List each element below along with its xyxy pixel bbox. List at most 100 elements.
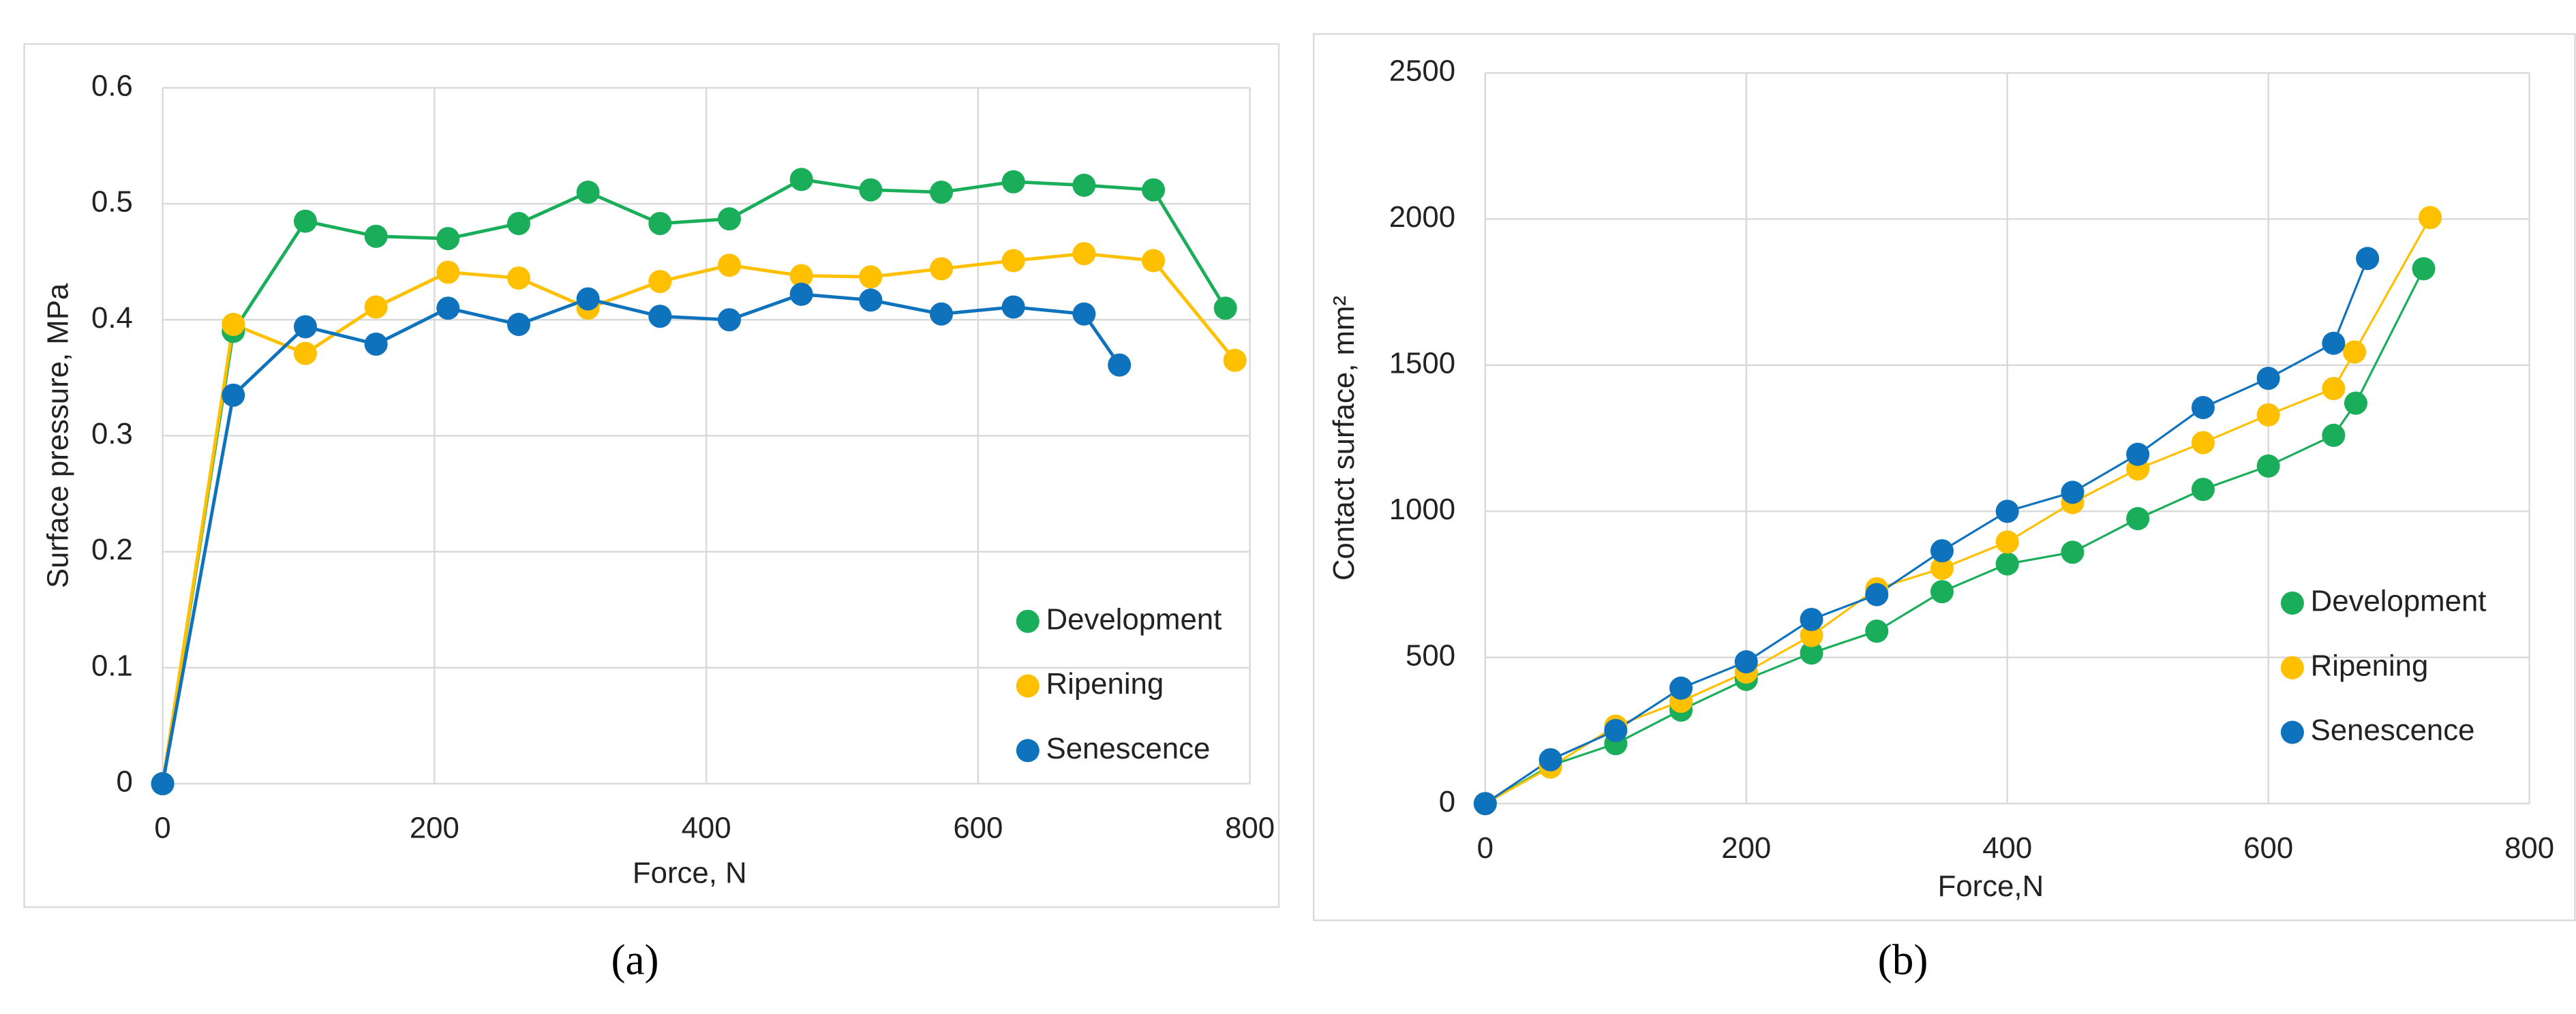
series-line: [161, 251, 1237, 784]
x-tick-label: 600: [953, 812, 1003, 845]
y-tick-label: 0.3: [91, 417, 133, 450]
data-point: [2322, 423, 2346, 447]
caption: (a): [611, 936, 658, 984]
data-point: [1001, 249, 1025, 273]
data-point: [2191, 431, 2215, 455]
legend-marker: [2280, 720, 2304, 744]
data-point: [2191, 396, 2215, 420]
x-tick-label: 400: [1982, 831, 2032, 865]
legend-marker: [1016, 609, 1040, 633]
legend-marker: [1016, 674, 1040, 698]
data-point: [1473, 792, 1497, 816]
y-tick-label: 500: [1406, 639, 1455, 672]
x-tick-label: 200: [1721, 831, 1771, 865]
series-line: [1485, 268, 2425, 805]
x-tick-label: 800: [2504, 831, 2554, 865]
y-tick-label: 2500: [1389, 55, 1455, 88]
data-point: [1800, 607, 1823, 632]
x-tick-label: 0: [154, 812, 170, 845]
data-point: [789, 168, 813, 191]
data-point: [2412, 257, 2436, 281]
data-point: [1734, 650, 1758, 674]
y-tick-label: 0: [116, 765, 132, 799]
data-point: [789, 264, 813, 288]
data-point: [2343, 340, 2367, 364]
data-point: [293, 341, 317, 365]
chart-frame: [23, 43, 1280, 908]
data-point: [1604, 718, 1628, 743]
legend-label: Development: [2311, 585, 2487, 618]
data-point: [2256, 403, 2280, 427]
data-point: [717, 308, 742, 332]
x-tick-label: 400: [682, 812, 731, 845]
legend-marker: [2280, 656, 2304, 679]
caption: (b): [1878, 936, 1928, 984]
data-point: [222, 383, 245, 407]
y-tick-label: 1500: [1389, 346, 1455, 380]
data-point: [506, 211, 530, 236]
data-point: [1072, 302, 1096, 326]
data-point: [859, 178, 883, 202]
legend-label: Development: [1046, 602, 1222, 636]
data-point: [1800, 624, 1823, 647]
data-point: [1669, 676, 1693, 700]
data-point: [1108, 353, 1132, 377]
data-point: [2344, 391, 2367, 415]
data-point: [364, 332, 388, 356]
data-point: [1001, 170, 1025, 194]
y-tick-label: 0.1: [91, 649, 133, 682]
data-point: [1865, 583, 1889, 606]
y-tick-label: 0.2: [91, 533, 133, 566]
data-point: [929, 302, 954, 326]
data-point: [859, 288, 883, 312]
legend-marker: [1016, 739, 1040, 763]
data-point: [222, 313, 245, 337]
data-point: [1995, 552, 2019, 576]
series-line: [161, 177, 1227, 784]
data-point: [1800, 641, 1823, 665]
x-tick-label: 800: [1225, 812, 1275, 845]
data-point: [576, 287, 600, 311]
data-point: [2419, 206, 2442, 230]
data-point: [2356, 247, 2380, 271]
legend-label: Senescence: [1046, 732, 1211, 765]
data-point: [293, 315, 317, 339]
x-tick-label: 600: [2243, 831, 2293, 865]
data-point: [1072, 173, 1096, 197]
legend-label: Senescence: [2311, 713, 2475, 747]
chart: 0 0.1 0.2 0.3 0.4 0.5 0.6 0 200 400 600 800 Force, N…: [23, 43, 1280, 908]
data-point: [2061, 540, 2085, 564]
data-point: [717, 253, 742, 277]
data-point: [648, 305, 672, 328]
data-point: [1995, 500, 2019, 523]
data-point: [2322, 377, 2346, 401]
data-point: [506, 313, 530, 337]
data-point: [648, 270, 672, 294]
x-tick-label: 0: [1477, 831, 1494, 865]
data-point: [1001, 295, 1025, 319]
y-axis-label: Surface pressure, MPa: [41, 283, 74, 588]
y-tick-label: 1000: [1389, 493, 1455, 526]
data-point: [2322, 331, 2346, 355]
y-tick-label: 0.6: [91, 69, 133, 102]
data-point: [1930, 580, 1954, 604]
y-tick-label: 0.5: [91, 185, 133, 219]
data-point: [2191, 478, 2215, 502]
data-point: [506, 266, 530, 290]
data-point: [2061, 480, 2085, 504]
data-point: [1072, 242, 1096, 266]
x-axis-label: Force,N: [1938, 870, 2044, 903]
data-point: [2256, 367, 2280, 390]
x-tick-label: 200: [410, 812, 459, 845]
data-point: [293, 209, 317, 233]
data-point: [436, 260, 460, 284]
data-point: [364, 295, 388, 319]
data-point: [859, 265, 883, 289]
data-point: [436, 296, 460, 320]
data-point: [1213, 296, 1237, 320]
data-point: [1142, 249, 1166, 273]
data-point: [2126, 442, 2150, 466]
legend-marker: [2280, 592, 2304, 615]
data-point: [151, 772, 175, 796]
